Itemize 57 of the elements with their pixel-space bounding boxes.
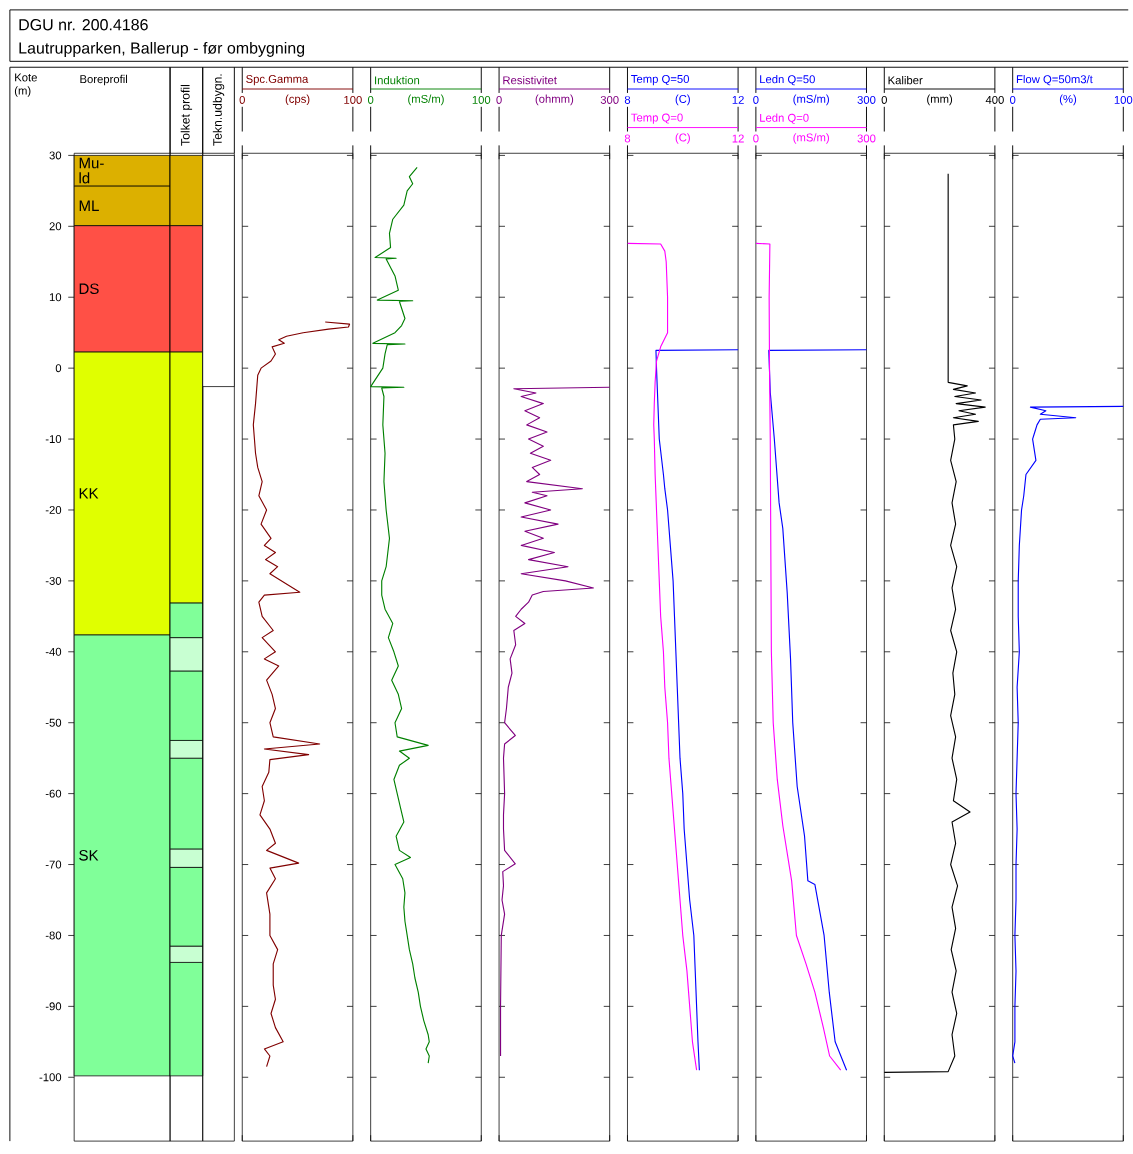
chart-title: DGU nr. 200.4186: [19, 19, 148, 31]
series-label: DS: [79, 283, 99, 295]
x-axis-title: (mm): [927, 94, 953, 106]
text: Ledn Q=50: [760, 74, 816, 86]
y-tick-label: -10: [45, 435, 62, 444]
x-tick-label: 100: [1114, 95, 1133, 104]
y-tick-label: -30: [45, 576, 62, 585]
x-tick-label: 0: [1010, 95, 1016, 104]
series-label: SK: [79, 850, 99, 861]
x-axis-title: (ohmm): [535, 94, 574, 106]
y-tick-label: 10: [50, 293, 62, 302]
x-tick-label: 0: [239, 95, 246, 104]
text: Resistivitet: [503, 75, 558, 85]
x-axis-title: (mS/m): [408, 94, 444, 106]
y-tick-label: -40: [45, 647, 62, 656]
text: Ledn Q=0: [760, 113, 809, 124]
y-tick-label: -90: [45, 1002, 62, 1011]
y-tick-label: 0: [55, 364, 62, 373]
y-tick-label: 30: [49, 151, 62, 160]
y-tick-label: 20: [49, 222, 62, 231]
y-tick-label: -20: [45, 505, 62, 514]
x2-axis-title: (mS/m): [793, 133, 830, 144]
series-label: ML: [79, 200, 100, 211]
x-tick-label: 100: [472, 95, 491, 104]
y-tick-label: -100: [39, 1073, 62, 1082]
y-tick-label: -50: [45, 718, 62, 727]
x-tick-label: 100: [344, 95, 362, 104]
category-label: Tolket profil: [180, 85, 193, 146]
series-label: Mu-ld: [79, 157, 104, 184]
x-tick-label: 300: [600, 95, 619, 104]
text: Flow Q=50m3/t: [1017, 74, 1093, 86]
text: Temp Q=50: [631, 74, 690, 86]
x-tick-label: 0: [881, 95, 888, 104]
x-tick-label: 12: [732, 134, 744, 143]
text: Temp Q=0: [631, 113, 683, 124]
x-tick-label: 400: [985, 95, 1005, 104]
x-tick-label: 0: [368, 95, 374, 104]
x-tick-label: 0: [753, 134, 759, 143]
legend-label: Kaliber: [888, 75, 923, 85]
x2-axis-title: (C): [675, 133, 691, 144]
x-tick-label: 0: [496, 95, 502, 104]
category-label: Boreprofil: [80, 74, 128, 86]
x-tick-label: 300: [857, 134, 876, 143]
y-tick-label: -80: [45, 931, 62, 940]
x-axis-title: (mS/m): [793, 94, 830, 106]
x-tick-label: 8: [624, 134, 631, 143]
y-axis-title: Kote (m): [15, 73, 38, 97]
text: Spc.Gamma: [246, 74, 309, 86]
text: Induktion: [375, 75, 420, 85]
x-axis-title: (%): [1060, 94, 1077, 106]
y-tick-label: -60: [45, 789, 62, 798]
y-tick-label: -70: [45, 860, 62, 869]
chart-subtitle: Lautrupparken, Ballerup - før ombygning: [19, 41, 305, 57]
category-label: Tekn.udbygn.: [212, 74, 225, 146]
series-label: KK: [79, 488, 99, 499]
x-axis-title: (cps): [285, 94, 310, 106]
x-axis-title: (C): [675, 94, 691, 106]
